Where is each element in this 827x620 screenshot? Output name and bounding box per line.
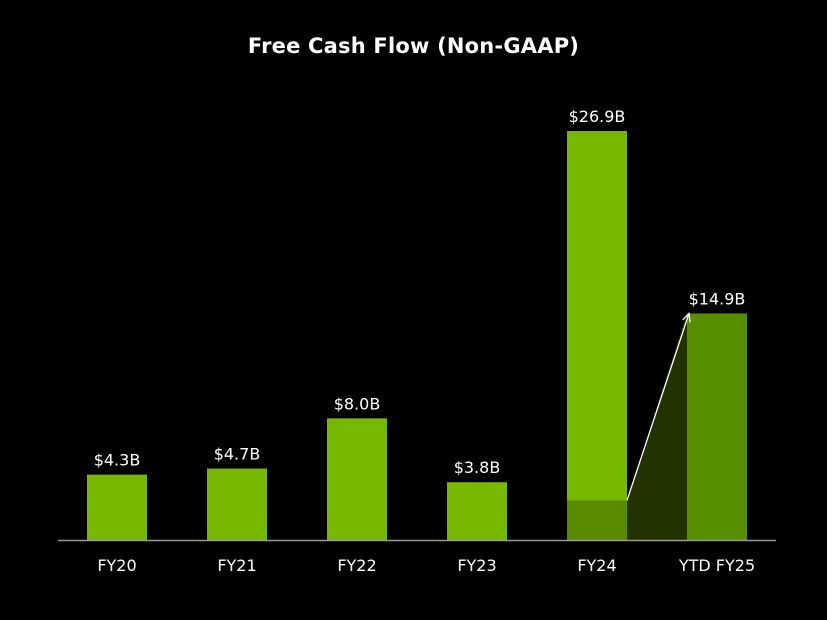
x-tick-label: FY22 bbox=[337, 556, 376, 575]
value-label: $26.9B bbox=[569, 107, 626, 126]
x-tick-label: FY21 bbox=[217, 556, 256, 575]
bar-fy24 bbox=[567, 131, 627, 540]
x-tick-label: YTD FY25 bbox=[678, 556, 755, 575]
growth-wedge bbox=[627, 313, 687, 540]
chart-title: Free Cash Flow (Non-GAAP) bbox=[247, 34, 580, 58]
growth-arrow-line bbox=[626, 313, 690, 501]
value-label: $14.9B bbox=[689, 289, 746, 308]
bar-fy21 bbox=[207, 468, 267, 540]
bar-fy22 bbox=[327, 418, 387, 540]
fy24-highlight-segment bbox=[567, 500, 627, 540]
bar-fy20 bbox=[87, 474, 147, 540]
value-label: $4.7B bbox=[214, 445, 261, 464]
bar-ytd-fy25 bbox=[687, 313, 747, 540]
x-tick-label: FY23 bbox=[457, 556, 496, 575]
value-label: $8.0B bbox=[334, 394, 381, 413]
arrow-head-icon bbox=[682, 312, 691, 323]
value-label: $3.8B bbox=[454, 458, 501, 477]
x-tick-label: FY20 bbox=[97, 556, 136, 575]
bar-fy23 bbox=[447, 482, 507, 540]
value-label: $4.3B bbox=[94, 451, 141, 470]
x-tick-label: FY24 bbox=[577, 556, 616, 575]
